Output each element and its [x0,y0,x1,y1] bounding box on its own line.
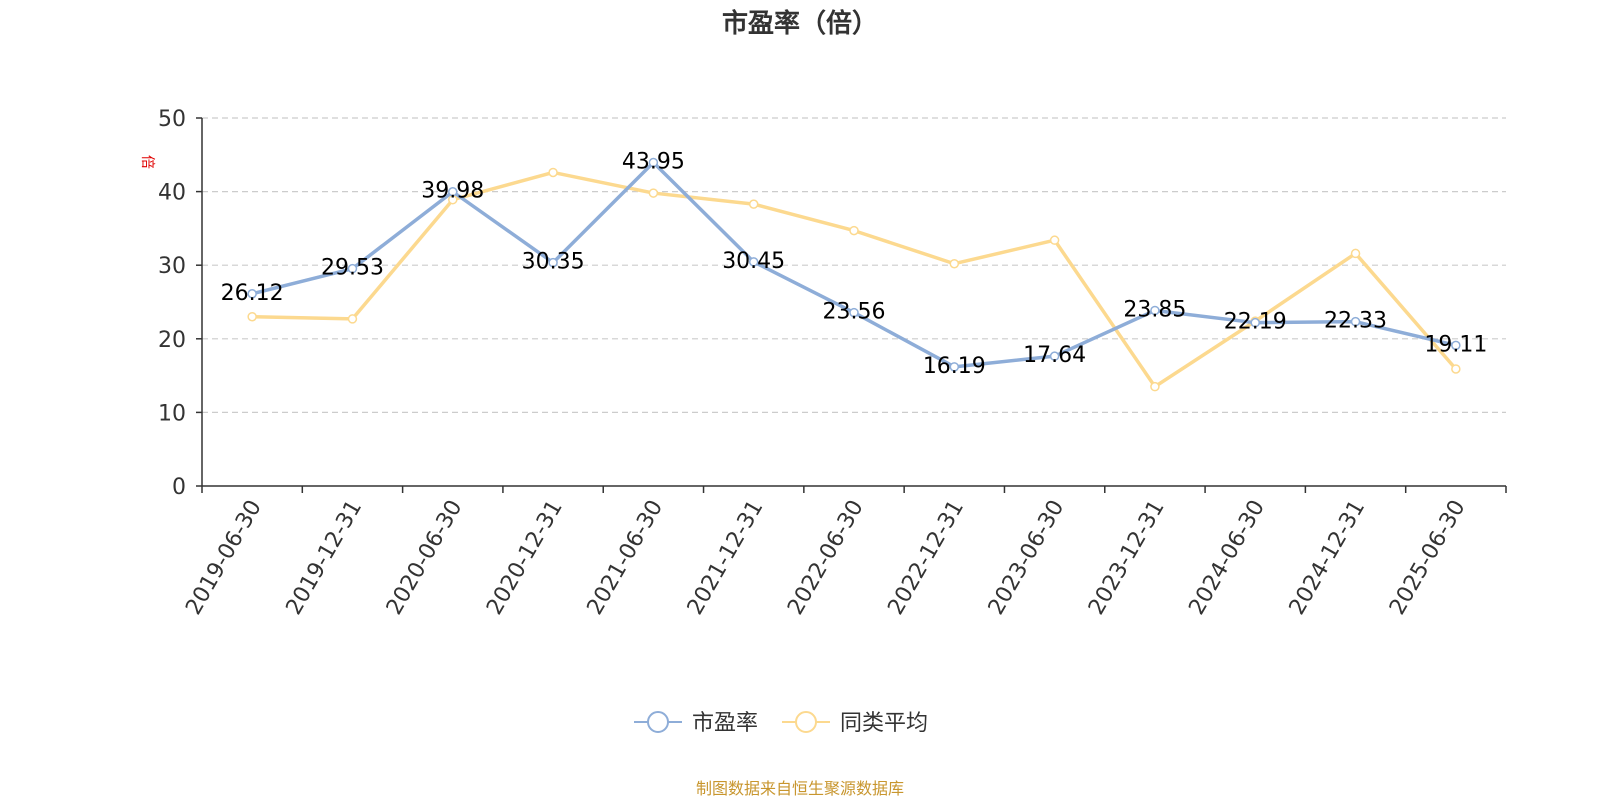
data-label: 30.45 [722,249,785,274]
data-point [548,257,558,268]
data-point [648,157,659,168]
data-point [347,263,358,274]
legend[interactable]: 市盈率 同类平均 [634,711,928,736]
data-label: 17.64 [1023,343,1086,368]
data-label: 16.19 [923,354,986,379]
data-point [648,188,659,198]
data-point [247,311,257,322]
data-point [548,167,558,178]
data-point [247,289,257,299]
data-point [1451,340,1461,351]
data-point [748,199,759,209]
legend-item-1[interactable]: 同类平均 [782,711,928,736]
data-label: 30.35 [522,250,585,275]
data-point [849,225,859,236]
data-point [448,186,458,197]
x-tick-label: 2022-06-30 [783,496,869,619]
y-tick-label: 50 [158,107,186,132]
data-point [949,258,960,269]
x-tick-label: 2025-06-30 [1385,496,1471,619]
data-point [1350,248,1361,259]
x-tick-label: 2020-12-31 [482,496,568,619]
data-point [748,257,759,267]
x-tick-label: 2022-12-31 [883,496,969,619]
data-point [1150,305,1160,316]
y-tick-label: 40 [158,181,186,206]
data-label: 19.11 [1424,332,1487,357]
y-tick-label: 0 [172,475,186,500]
data-label: 23.85 [1123,297,1186,322]
data-point [1150,381,1160,392]
chart-title: 市盈率（倍） [722,8,878,39]
x-tick-label: 2021-06-30 [583,496,669,619]
x-tick-label: 2023-06-30 [984,496,1070,619]
data-point [347,314,358,324]
y-tick-label: 20 [158,328,186,353]
x-tick-label: 2024-06-30 [1184,496,1270,619]
legend-item-0[interactable]: 市盈率 [634,711,758,736]
x-tick-label: 2021-12-31 [683,496,769,619]
y-tick-label: 30 [158,254,186,279]
axes: 0 10 20 30 40 50 2019-06-30 2019-12-31 2020-06-3… [158,107,1507,619]
data-point [1049,235,1060,245]
series-lines [247,157,1461,392]
data-label: 23.56 [823,300,886,325]
x-tick-label: 2019-06-30 [181,496,267,619]
y-tick-label: 10 [158,401,186,426]
data-label: 22.33 [1324,309,1387,334]
legend-label: 同类平均 [840,711,928,736]
grid-lines [202,117,1506,413]
data-point [1250,317,1260,328]
data-label: 26.12 [221,281,284,306]
x-tick-label: 2019-12-31 [282,496,368,619]
data-point [1451,364,1461,374]
data-label: 39.98 [421,179,484,204]
y-axis-unit-label: 倍 [139,155,155,169]
data-label: 22.19 [1224,310,1287,335]
series-line-1 [252,170,1458,389]
x-tick-label: 2020-06-30 [382,496,468,619]
data-label: 29.53 [321,256,384,281]
data-point [849,307,859,318]
data-point [1049,351,1060,361]
data-point [1350,316,1361,327]
legend-marker-icon [795,711,817,733]
x-tick-label: 2024-12-31 [1285,496,1371,619]
x-tick-label: 2023-12-31 [1084,496,1170,619]
data-labels: 26.12 29.53 39.98 30.35 43.95 30.45 23.56 16.19… [221,150,1488,379]
source-note: 制图数据来自恒生聚源数据库 [696,779,904,798]
data-label: 43.95 [622,150,685,175]
legend-marker-icon [647,711,669,733]
legend-label: 市盈率 [692,711,758,736]
data-point [949,362,960,372]
